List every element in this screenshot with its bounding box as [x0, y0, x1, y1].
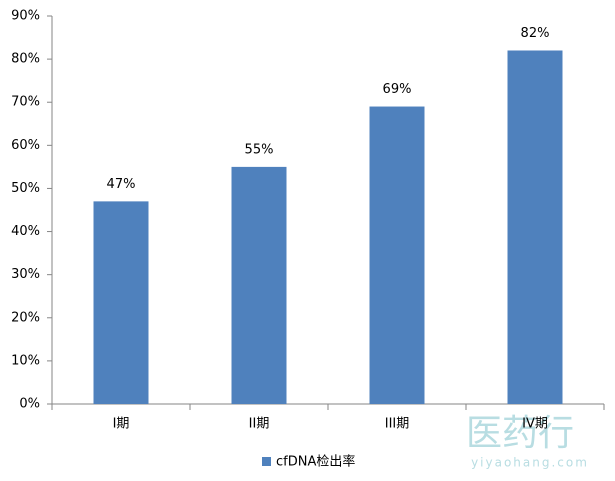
bar — [507, 50, 563, 404]
value-label: 47% — [107, 177, 136, 192]
bar — [231, 166, 287, 404]
value-label: 82% — [521, 26, 550, 41]
y-tick-label: 30% — [11, 267, 40, 282]
y-tick-label: 20% — [11, 310, 40, 325]
y-tick-label: 10% — [11, 353, 40, 368]
x-tick-label: II期 — [249, 417, 270, 432]
bar — [93, 201, 149, 404]
legend-label: cfDNA检出率 — [276, 454, 355, 470]
y-tick-label: 70% — [11, 95, 40, 110]
value-label: 69% — [383, 82, 412, 97]
y-tick-label: 40% — [11, 224, 40, 239]
y-tick-label: 80% — [11, 52, 40, 67]
watermark-subtitle: yiyaohang.com — [471, 456, 589, 470]
bar — [369, 106, 425, 405]
x-tick-label: IV期 — [522, 417, 548, 432]
legend-swatch — [262, 457, 271, 466]
x-tick-label: III期 — [385, 417, 410, 432]
y-tick-label: 0% — [19, 397, 40, 412]
y-tick-label: 50% — [11, 181, 40, 196]
y-tick-label: 90% — [11, 9, 40, 24]
x-tick-label: I期 — [113, 417, 130, 432]
y-tick-label: 60% — [11, 138, 40, 153]
value-label: 55% — [245, 142, 274, 157]
watermark-title: 医药行 — [466, 413, 574, 454]
